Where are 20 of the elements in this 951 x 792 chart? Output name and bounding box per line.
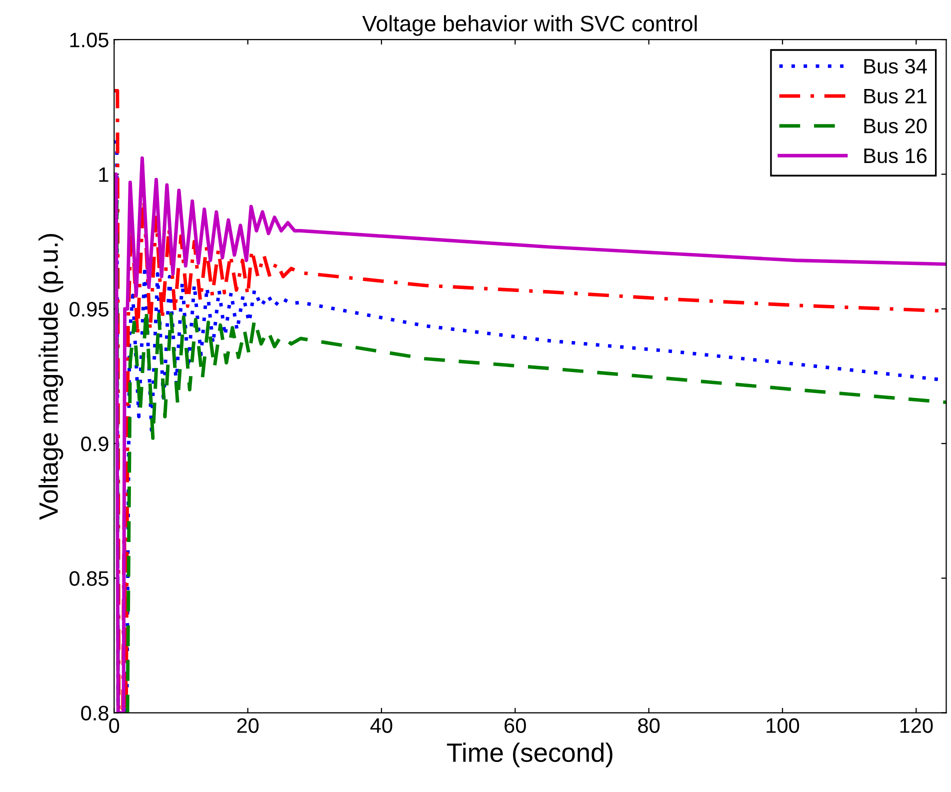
y-tick-label: 0.85 <box>70 571 108 586</box>
legend-label: Bus 21 <box>864 88 926 104</box>
legend-label: Bus 20 <box>864 118 927 134</box>
x-tick-label: 120 <box>900 718 933 733</box>
x-tick-label: 40 <box>370 718 392 733</box>
chart-title: Voltage behavior with SVC control <box>362 15 697 36</box>
x-axis-title: Time (second) <box>446 742 612 768</box>
x-tick-label: 20 <box>237 718 259 733</box>
y-axis-title: Voltage magnitude (p.u.) <box>38 234 64 520</box>
y-tick-label: 0.95 <box>70 302 108 317</box>
y-tick-label: 1 <box>99 167 108 182</box>
x-tick-label: 100 <box>766 718 800 733</box>
legend-label: Bus 34 <box>864 58 927 74</box>
legend-label: Bus 16 <box>864 148 927 164</box>
y-tick-label: 1.05 <box>70 32 108 48</box>
x-tick-label: 0 <box>109 718 120 733</box>
y-tick-label: 0.8 <box>81 706 108 721</box>
y-tick-label: 0.9 <box>81 436 108 452</box>
x-tick-label: 60 <box>504 718 526 733</box>
x-tick-label: 80 <box>638 718 660 733</box>
